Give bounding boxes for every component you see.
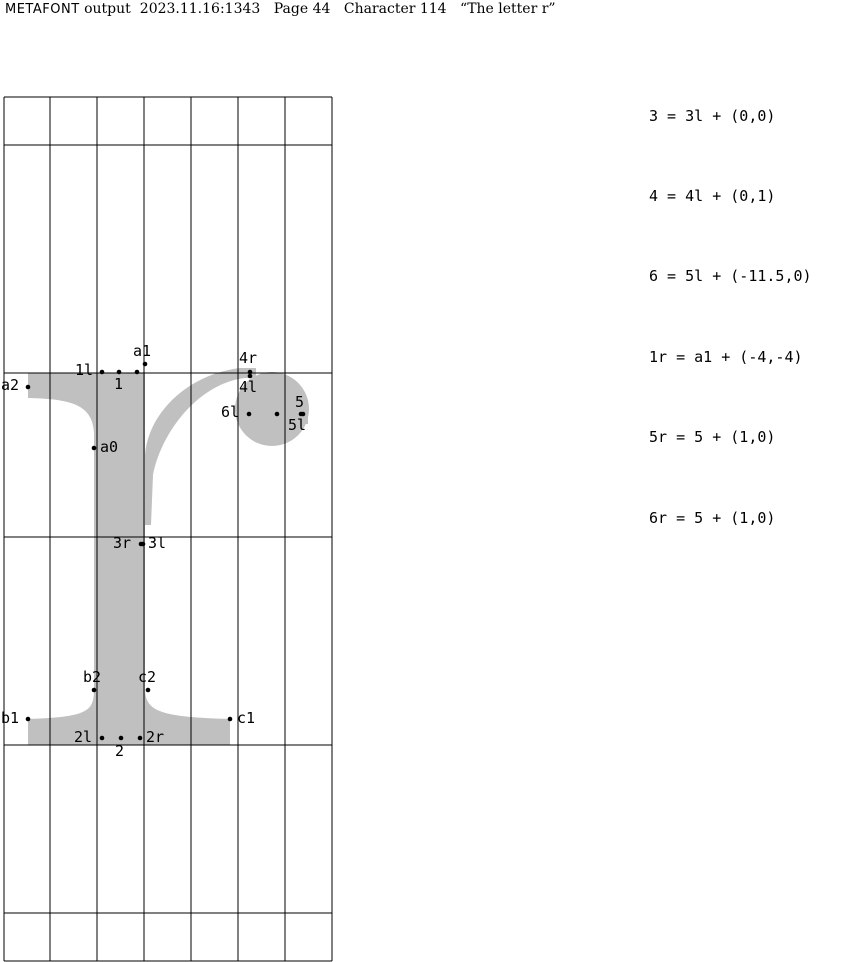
point-dot-4l	[247, 373, 253, 379]
point-dot-2r	[137, 735, 143, 741]
metafont-logo: METAFONT	[5, 2, 80, 17]
glyph-stem	[28, 373, 230, 745]
point-dot-6	[274, 411, 280, 417]
point-dot-c1	[227, 716, 233, 722]
point-label-5l: 5l	[288, 416, 306, 434]
equations-list: 3 = 3l + (0,0) 4 = 4l + (0,1) 6 = 5l + (…	[649, 49, 812, 558]
point-dot-4r	[247, 369, 253, 375]
point-label-a1: a1	[133, 342, 151, 360]
point-dot-1r	[134, 369, 140, 375]
point-label-b2: b2	[83, 668, 101, 686]
glyph-bulb	[235, 372, 309, 446]
point-label-a0: a0	[100, 438, 118, 456]
glyph-r-shape	[28, 368, 309, 745]
point-label-4r: 4r	[239, 349, 257, 367]
point-dot-a2	[25, 384, 31, 390]
output-label: output	[84, 1, 131, 17]
point-dot-3l	[140, 541, 146, 547]
point-dot-b1	[25, 716, 31, 722]
page-number: Page 44	[273, 1, 331, 17]
glyph-arm	[145, 368, 256, 525]
equation: 3 = 3l + (0,0)	[649, 106, 776, 125]
point-dot-2	[118, 735, 124, 741]
point-dot-5l	[300, 411, 306, 417]
point-label-4l: 4l	[239, 378, 257, 396]
equation: 6 = 5l + (-11.5,0)	[649, 267, 812, 286]
point-dot-1l	[99, 369, 105, 375]
point-dot-a0	[91, 445, 97, 451]
equation: 1r = a1 + (-4,-4)	[649, 347, 803, 366]
proof-header: METAFONT output 2023.11.16:1343 Page 44 C…	[5, 0, 565, 19]
point-label-3l: 3l	[148, 534, 166, 552]
point-label-6l: 6l	[221, 403, 239, 421]
point-label-2: 2	[115, 742, 124, 760]
point-label-3r: 3r	[113, 534, 131, 552]
point-label-a2: a2	[1, 376, 19, 394]
point-label-5: 5	[295, 393, 304, 411]
point-label-c1: c1	[237, 709, 255, 727]
point-label-2r: 2r	[146, 728, 164, 746]
grid	[3, 96, 333, 962]
point-dot-b2	[91, 687, 97, 693]
point-dot-1	[116, 369, 122, 375]
point-label-1: 1	[114, 375, 123, 393]
point-label-2l: 2l	[74, 728, 92, 746]
point-dot-a1	[142, 361, 148, 367]
point-label-b1: b1	[1, 709, 19, 727]
character-code: Character 114	[343, 1, 447, 17]
point-label-c2: c2	[138, 668, 156, 686]
point-dot-c2	[145, 687, 151, 693]
equation: 6r = 5 + (1,0)	[649, 508, 776, 527]
equation: 4 = 4l + (0,1)	[649, 186, 776, 205]
point-label-1l: 1l	[75, 361, 93, 379]
character-title: “The letter r”	[460, 1, 556, 17]
timestamp: 2023.11.16:1343	[139, 1, 261, 17]
equation: 5r = 5 + (1,0)	[649, 428, 776, 447]
point-dot-6l	[246, 411, 252, 417]
point-dot-2l	[99, 735, 105, 741]
